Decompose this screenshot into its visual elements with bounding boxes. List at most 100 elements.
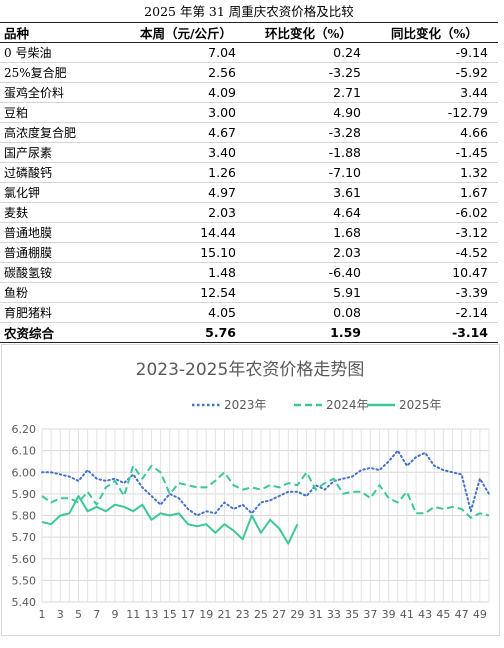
item-name: 过磷酸钙 [0, 162, 126, 183]
y-tick-label: 6.00 [12, 466, 37, 479]
item-wow: 5.91 [246, 282, 371, 303]
item-name: 育肥猪料 [0, 302, 126, 323]
item-wow: -1.88 [246, 142, 371, 163]
item-yoy: -1.45 [371, 142, 498, 163]
legend-label: 2025年 [399, 398, 442, 412]
x-tick-label: 19 [199, 608, 213, 621]
table-row: 高浓度复合肥 4.67 -3.28 4.66 [0, 122, 498, 143]
table-row: 0 号柴油 7.04 0.24 -9.14 [0, 42, 498, 63]
x-tick-label: 43 [418, 608, 432, 621]
x-tick-label: 9 [111, 608, 118, 621]
x-tick-label: 21 [217, 608, 231, 621]
item-price: 3.00 [126, 102, 246, 123]
item-yoy: -3.14 [371, 322, 498, 343]
x-tick-label: 39 [382, 608, 396, 621]
chart-title: 2023-2025年农资价格走势图 [136, 360, 365, 380]
y-tick-label: 5.60 [12, 553, 37, 566]
item-price: 14.44 [126, 222, 246, 243]
x-tick-label: 35 [345, 608, 359, 621]
header-wow: 环比变化（%） [246, 23, 371, 43]
table-row: 麦麸 2.03 4.64 -6.02 [0, 202, 498, 223]
item-price: 4.05 [126, 302, 246, 323]
table-row: 普通棚膜 15.10 2.03 -4.52 [0, 242, 498, 263]
x-tick-label: 41 [400, 608, 414, 621]
item-name: 农资综合 [0, 322, 126, 343]
item-price: 1.48 [126, 262, 246, 283]
item-name: 高浓度复合肥 [0, 122, 126, 143]
x-tick-label: 11 [126, 608, 140, 621]
item-yoy: 1.32 [371, 162, 498, 183]
table-row: 国产尿素 3.40 -1.88 -1.45 [0, 142, 498, 163]
item-yoy: -2.14 [371, 302, 498, 323]
x-tick-label: 25 [254, 608, 268, 621]
table-row: 育肥猪料 4.05 0.08 -2.14 [0, 302, 498, 323]
table-row: 豆粕 3.00 4.90 -12.79 [0, 102, 498, 123]
item-price: 4.97 [126, 182, 246, 203]
item-wow: -6.40 [246, 262, 371, 283]
x-tick-label: 47 [455, 608, 469, 621]
item-name: 蛋鸡全价料 [0, 82, 126, 103]
x-tick-label: 5 [75, 608, 82, 621]
y-tick-label: 5.40 [12, 596, 37, 609]
item-yoy: 4.66 [371, 122, 498, 143]
x-tick-label: 37 [363, 608, 377, 621]
item-price: 2.56 [126, 62, 246, 83]
table-row: 鱼粉 12.54 5.91 -3.39 [0, 282, 498, 303]
x-tick-label: 7 [93, 608, 100, 621]
item-yoy: -4.52 [371, 242, 498, 263]
item-wow: 0.08 [246, 302, 371, 323]
y-tick-label: 6.10 [12, 445, 37, 458]
item-name: 碳酸氢铵 [0, 262, 126, 283]
item-wow: 3.61 [246, 182, 371, 203]
item-yoy: 3.44 [371, 82, 498, 103]
x-tick-label: 13 [144, 608, 158, 621]
header-price: 本周（元/公斤） [126, 23, 246, 43]
y-tick-label: 5.70 [12, 531, 37, 544]
item-price: 15.10 [126, 242, 246, 263]
item-wow: 1.59 [246, 322, 371, 343]
table-title: 2025 年第 31 周重庆农资价格及比较 [0, 2, 498, 23]
item-yoy: 1.67 [371, 182, 498, 203]
table-total-row: 农资综合 5.76 1.59 -3.14 [0, 322, 498, 343]
item-name: 豆粕 [0, 102, 126, 123]
x-tick-label: 29 [290, 608, 304, 621]
item-yoy: -5.92 [371, 62, 498, 83]
item-yoy: -12.79 [371, 102, 498, 123]
series-line-1 [41, 449, 490, 517]
price-grid: 品种 本周（元/公斤） 环比变化（%） 同比变化（%） 0 号柴油 7.04 0.2… [0, 23, 498, 343]
series-line-3 [41, 495, 299, 545]
item-name: 25%复合肥 [0, 62, 126, 83]
item-wow: 2.03 [246, 242, 371, 263]
item-wow: -3.25 [246, 62, 371, 83]
item-yoy: 10.47 [371, 262, 498, 283]
x-tick-label: 27 [272, 608, 286, 621]
item-name: 鱼粉 [0, 282, 126, 303]
item-price: 4.67 [126, 122, 246, 143]
item-yoy: -3.39 [371, 282, 498, 303]
item-wow: 1.68 [246, 222, 371, 243]
x-tick-label: 49 [473, 608, 487, 621]
series-line-2 [41, 464, 490, 519]
item-price: 12.54 [126, 282, 246, 303]
table-row: 蛋鸡全价料 4.09 2.71 3.44 [0, 82, 498, 103]
item-price: 5.76 [126, 322, 246, 343]
x-tick-label: 1 [39, 608, 46, 621]
y-tick-label: 6.20 [12, 423, 37, 436]
y-tick-label: 5.80 [12, 510, 37, 523]
trend-chart-svg: 2023-2025年农资价格走势图 2023年 2024年 2025年 5.40 5.50… [12, 360, 490, 621]
item-yoy: -6.02 [371, 202, 498, 223]
x-tick-label: 3 [57, 608, 64, 621]
item-name: 国产尿素 [0, 142, 126, 163]
legend-label: 2024年 [326, 398, 369, 412]
item-name: 麦麸 [0, 202, 126, 223]
item-name: 普通棚膜 [0, 242, 126, 263]
item-name: 0 号柴油 [0, 42, 126, 63]
x-tick-label: 31 [309, 608, 323, 621]
x-tick-label: 23 [236, 608, 250, 621]
item-name: 普通地膜 [0, 222, 126, 243]
item-wow: 2.71 [246, 82, 371, 103]
header-yoy: 同比变化（%） [371, 23, 498, 43]
x-tick-label: 17 [181, 608, 195, 621]
table-row: 25%复合肥 2.56 -3.25 -5.92 [0, 62, 498, 83]
item-price: 2.03 [126, 202, 246, 223]
